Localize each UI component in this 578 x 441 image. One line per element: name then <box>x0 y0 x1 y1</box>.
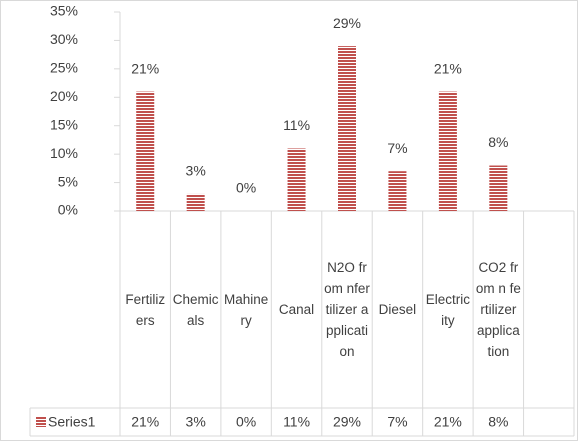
y-tick-label: 0% <box>58 202 78 218</box>
table-value: 11% <box>283 414 310 430</box>
legend-key <box>36 417 46 427</box>
x-tick-label-box: Chemicals <box>172 291 219 328</box>
x-tick-label: Canal <box>278 302 315 317</box>
table-value: 29% <box>333 414 361 430</box>
y-tick-label: 20% <box>50 88 78 104</box>
table-value: 21% <box>131 414 159 430</box>
table-value: 8% <box>488 414 508 430</box>
x-tick-label-box: Mahinery <box>223 291 269 328</box>
data-label: 11% <box>283 117 310 133</box>
bar <box>388 171 407 211</box>
x-tick-label-box: Canal <box>278 302 315 317</box>
data-label: 21% <box>434 60 462 76</box>
x-tick-label: Mahinery <box>223 291 269 328</box>
data-label: 21% <box>131 60 159 76</box>
table-value: 0% <box>236 414 256 430</box>
bar <box>338 46 356 211</box>
x-tick-label-box: Fertilizers <box>125 291 166 328</box>
table-value: 3% <box>186 414 206 430</box>
x-tick-label: Diesel <box>378 302 417 317</box>
data-label: 3% <box>186 163 206 179</box>
data-label: 29% <box>333 15 361 31</box>
data-label: 8% <box>488 134 508 150</box>
bar <box>489 165 508 211</box>
y-tick-label: 5% <box>58 173 78 189</box>
table-value: 21% <box>434 414 462 430</box>
x-tick-label: CO2 from n fertilizer application <box>475 260 521 359</box>
data-label: 0% <box>236 180 256 196</box>
legend-label: Series1 <box>48 414 96 430</box>
data-label: 7% <box>387 140 407 156</box>
x-tick-label-box: Diesel <box>378 302 417 317</box>
x-tick-label-box: CO2 from n fertilizer application <box>475 260 521 359</box>
bar <box>287 148 306 211</box>
x-tick-label: Electricity <box>425 291 470 328</box>
x-tick-label: N2O from nfertilizer application <box>324 260 370 359</box>
y-tick-label: 25% <box>50 60 78 76</box>
bar <box>136 91 155 211</box>
y-tick-label: 30% <box>50 31 78 47</box>
x-tick-label-box: N2O from nfertilizer application <box>324 260 370 359</box>
y-tick-label: 15% <box>50 116 78 132</box>
x-tick-label-box: Electricity <box>425 291 470 328</box>
y-tick-label: 35% <box>50 3 78 19</box>
bar <box>438 91 457 211</box>
y-tick-label: 10% <box>50 145 78 161</box>
table-value: 7% <box>387 414 407 430</box>
bar <box>186 193 205 211</box>
x-tick-label: Chemicals <box>172 291 219 328</box>
x-tick-label: Fertilizers <box>125 291 166 328</box>
